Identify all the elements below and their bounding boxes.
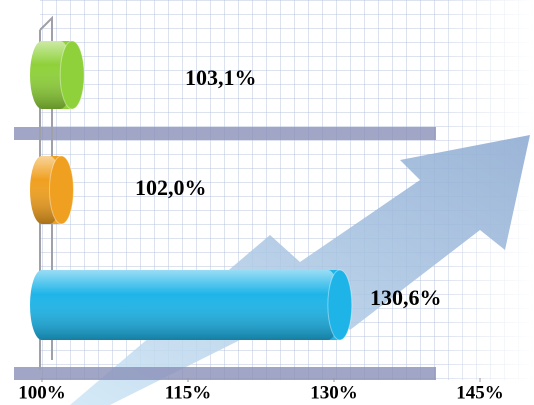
- shelf: [14, 127, 436, 140]
- value-label: 102,0%: [135, 175, 207, 200]
- x-tick-label: 115%: [165, 382, 211, 403]
- bar-cap-front: [59, 40, 85, 110]
- background: [14, 0, 534, 405]
- value-label: 103,1%: [185, 65, 257, 90]
- shelf: [14, 367, 436, 380]
- bar-shade: [30, 270, 340, 340]
- bar-cap-front: [48, 155, 74, 225]
- x-tick-label: 145%: [456, 382, 504, 403]
- bar-shade: [30, 41, 73, 109]
- x-tick-label: 130%: [310, 382, 358, 403]
- value-label: 130,6%: [370, 285, 442, 310]
- plot-area: 100% 115% 130% 145% 103,1% 102,0% 130,6%: [18, 40, 504, 403]
- x-tick-label: 100%: [18, 382, 66, 403]
- bar-cap-front: [327, 269, 353, 341]
